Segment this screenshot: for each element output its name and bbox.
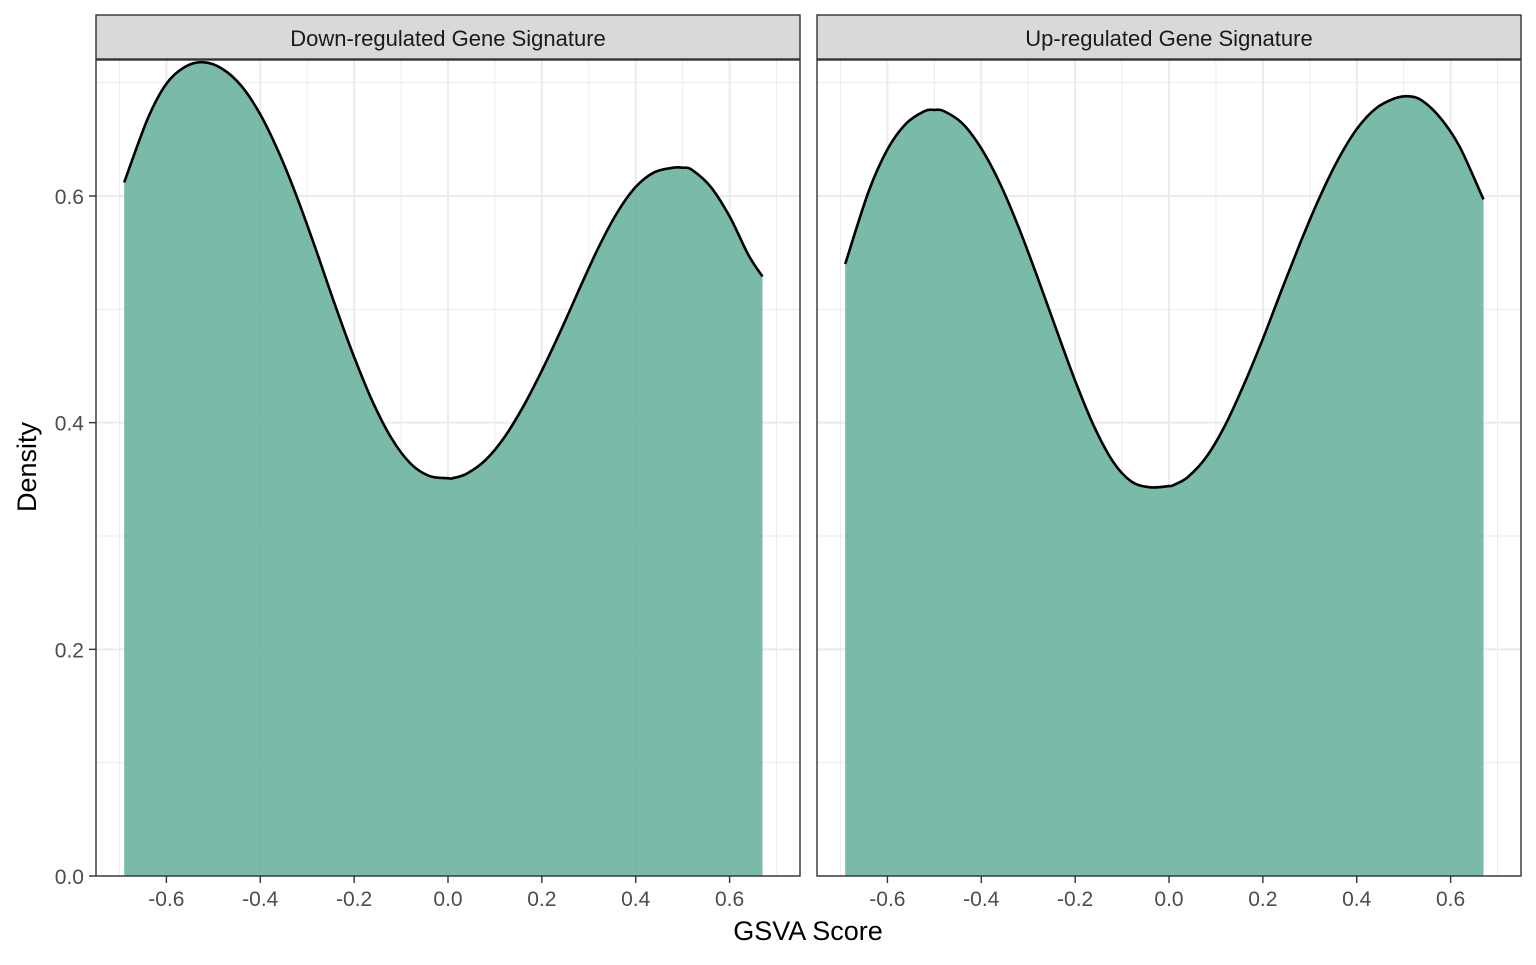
y-tick-label: 0.2	[55, 639, 84, 662]
facet-strip	[816, 14, 1522, 60]
x-tick-label: -0.6	[869, 888, 905, 911]
density-area	[124, 62, 763, 877]
density-line	[122, 60, 764, 480]
x-tick-label: 0.0	[1154, 888, 1183, 911]
facet-strip-label: Down-regulated Gene Signature	[290, 26, 606, 51]
facet-panel-2: Up-regulated Gene Signature -0.6 -0.4 -0.2 0…	[816, 14, 1522, 911]
x-tick-label: -0.6	[148, 888, 184, 911]
x-tick-label: 0.6	[715, 888, 744, 911]
x-tick-label: -0.2	[1057, 888, 1093, 911]
x-tick-label: 0.0	[433, 888, 462, 911]
facet-strip	[95, 14, 801, 60]
x-tick-label: -0.2	[336, 888, 372, 911]
density-area	[845, 96, 1484, 877]
y-tick-label: 0.6	[55, 186, 84, 209]
facet-strip-label: Up-regulated Gene Signature	[1025, 26, 1312, 51]
x-tick-label: 0.4	[621, 888, 651, 911]
x-axis-title: GSVA Score	[733, 916, 883, 946]
x-tick-label: 0.6	[1436, 888, 1465, 911]
y-axis-title: Density	[12, 421, 42, 512]
y-tick-label: 0.4	[55, 413, 85, 436]
x-tick-label: 0.2	[527, 888, 556, 911]
x-tick-label: 0.4	[1342, 888, 1372, 911]
facet-panels: Down-regulated Gene Signature -0.6 -0.4 -0.…	[55, 14, 1522, 911]
x-tick-label: -0.4	[963, 888, 1000, 911]
density-line	[843, 94, 1485, 489]
y-tick-label: 0.0	[55, 866, 84, 889]
x-tick-label: -0.4	[242, 888, 279, 911]
facet-panel-1: Down-regulated Gene Signature -0.6 -0.4 -0.…	[55, 14, 801, 911]
x-tick-label: 0.2	[1248, 888, 1277, 911]
